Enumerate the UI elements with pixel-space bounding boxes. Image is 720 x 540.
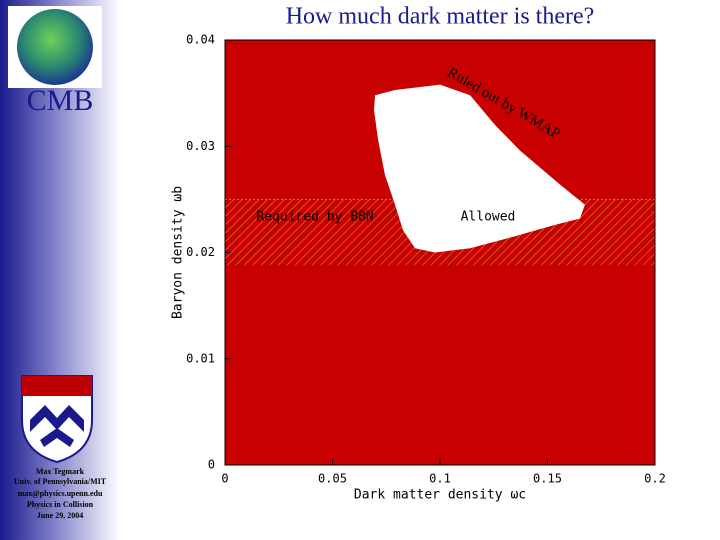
y-tick-label: 0.01	[186, 351, 215, 365]
sidebar-event: Physics in Collision	[27, 500, 94, 509]
y-axis-label: Baryon density ωb	[171, 186, 186, 319]
x-tick-label: 0.1	[429, 472, 451, 486]
x-tick-label: 0.15	[533, 472, 562, 486]
y-tick-label: 0.03	[186, 139, 215, 153]
cmb-image	[17, 9, 93, 85]
penn-shield	[21, 375, 93, 464]
x-tick-label: 0.2	[644, 472, 666, 486]
allowed-region	[373, 84, 585, 253]
x-tick-label: 0.05	[318, 472, 347, 486]
allowed-label: Allowed	[461, 210, 516, 225]
y-tick-label: 0	[208, 458, 215, 472]
chart-title: How much dark matter is there?	[286, 4, 595, 30]
bbn-label: Required by BBN	[256, 210, 373, 225]
y-tick-label: 0.02	[186, 245, 215, 259]
x-tick-label: 0	[221, 472, 228, 486]
sidebar-email: max@physics.upenn.edu	[18, 489, 103, 498]
y-tick-label: 0.04	[186, 33, 215, 47]
sidebar-affiliation: Univ. of Pennsylvania/MIT	[14, 477, 107, 486]
sidebar-author: Max Tegmark	[36, 467, 85, 476]
sidebar-date: June 29, 2004	[37, 511, 83, 520]
x-axis-label: Dark matter density ωc	[354, 488, 526, 503]
sidebar-heading: CMB	[27, 84, 94, 117]
